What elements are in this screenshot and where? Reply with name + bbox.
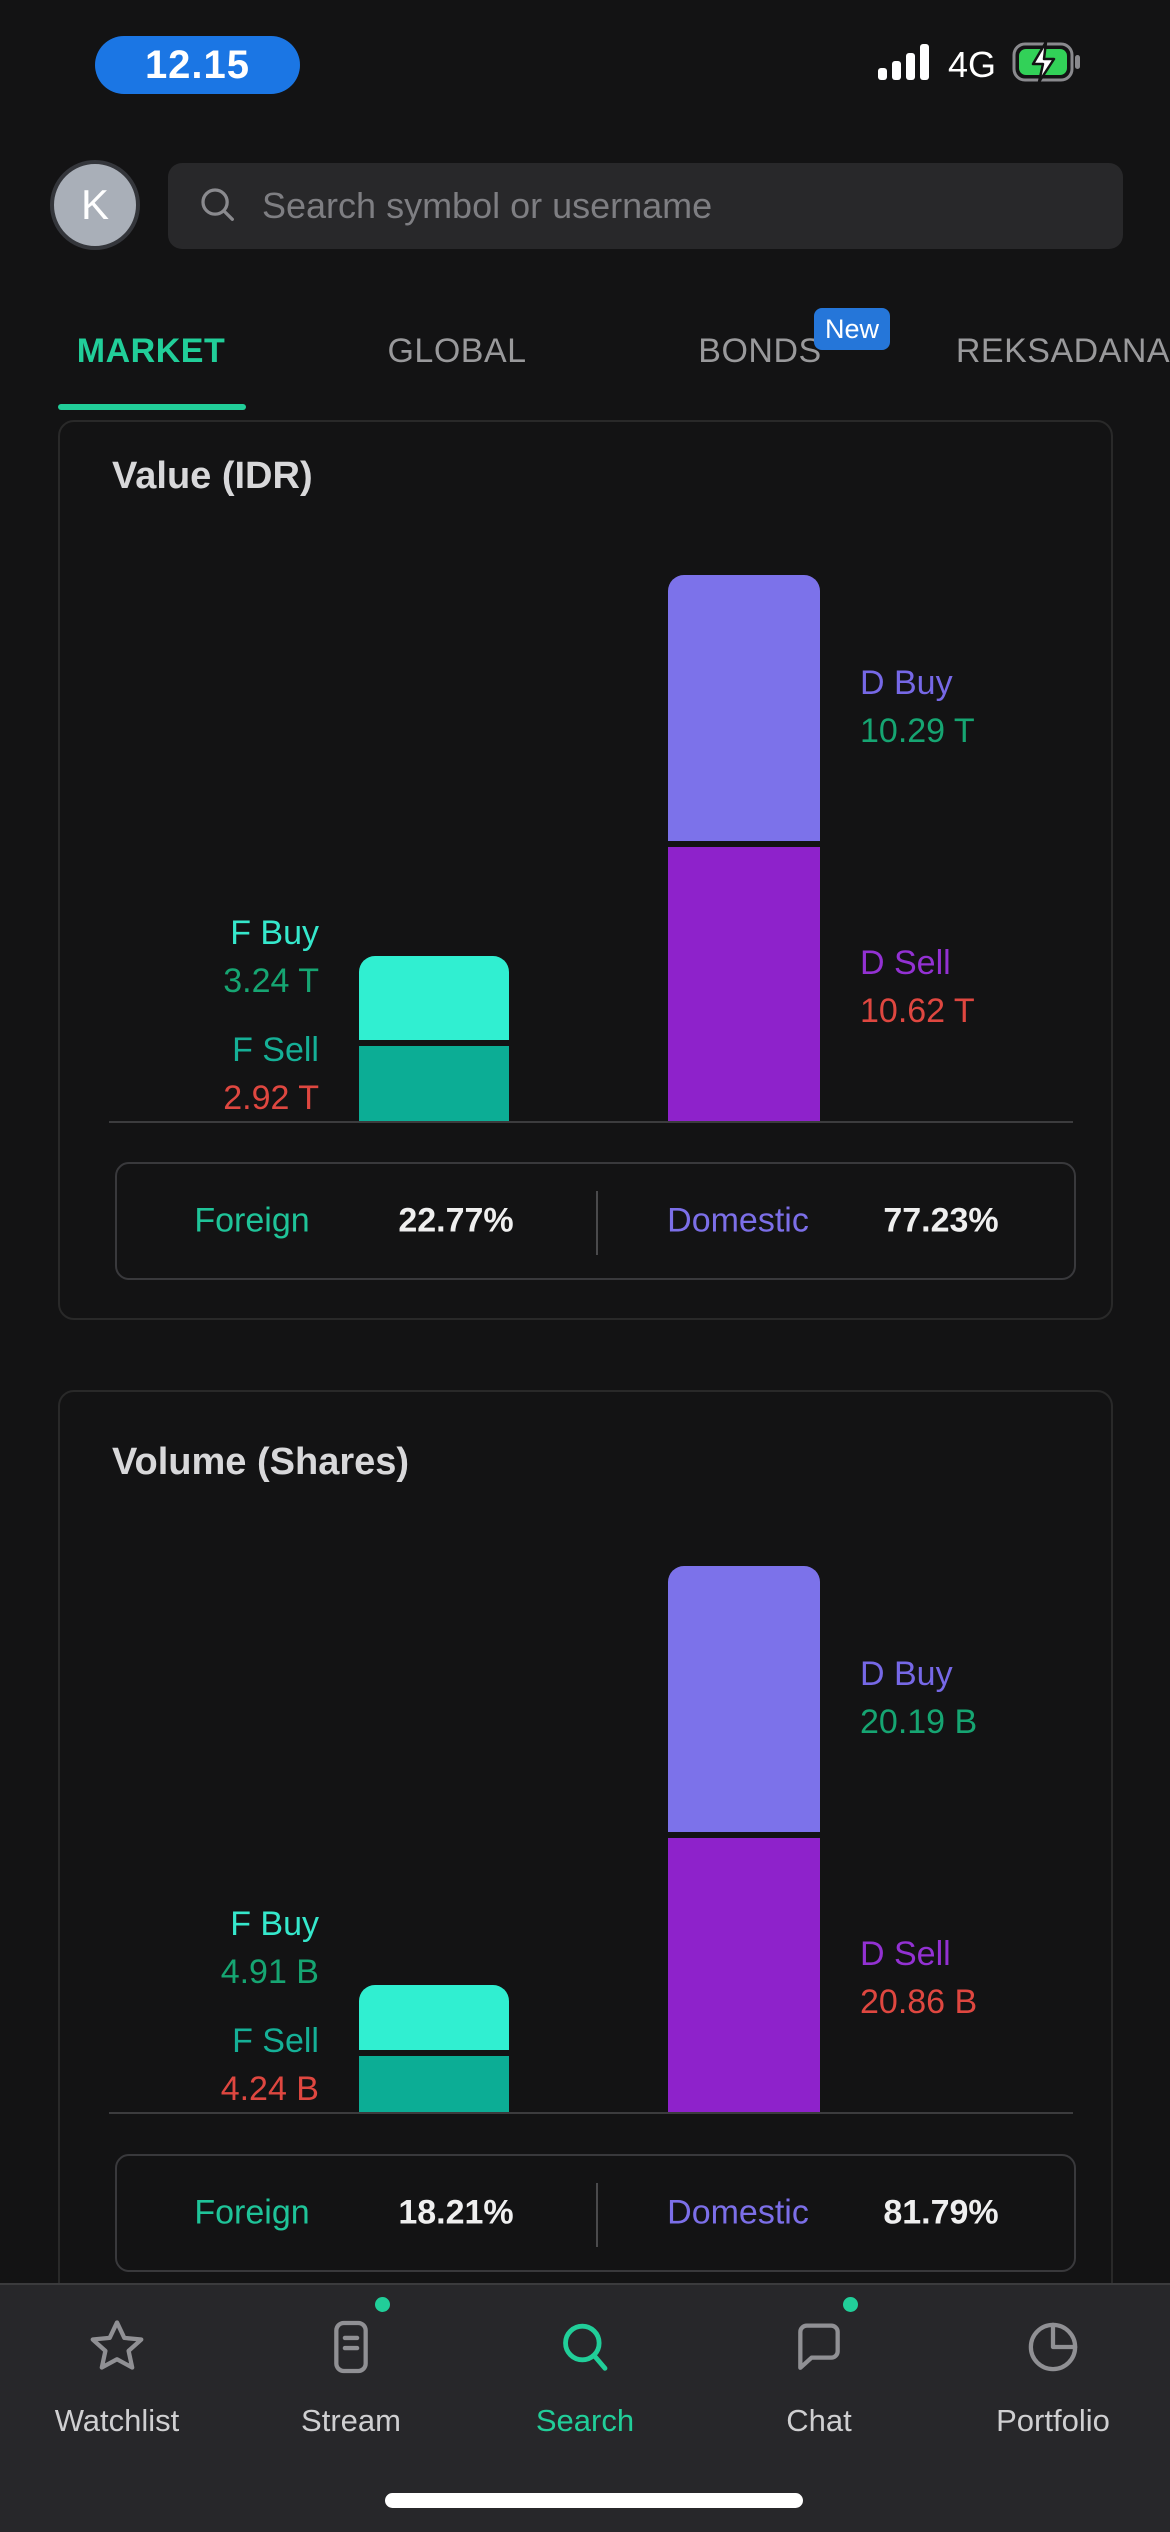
tab-global[interactable]: GLOBAL [387,332,527,370]
tab-bonds[interactable]: BONDS [698,332,822,370]
status-time: 12.15 [144,42,251,87]
f-sell-value: 4.24 B [220,2070,319,2108]
f-sell-label-group: F Sell 4.24 B [60,2017,319,2113]
d-buy-label: D Buy [860,1655,953,1693]
summary-divider [596,2183,598,2247]
d-sell-label: D Sell [860,1935,951,1973]
f-buy-label: F Buy [230,914,319,952]
stream-icon [319,2315,383,2379]
d-sell-value: 20.86 B [860,1983,978,2021]
foreign-label: Foreign [194,1201,310,1240]
chart-baseline [109,2112,1073,2114]
home-indicator[interactable] [385,2493,803,2508]
card-title: Volume (Shares) [112,1441,410,1483]
card-title: Value (IDR) [112,455,313,497]
foreign-label: Foreign [194,2193,310,2232]
nav-item-watchlist[interactable]: Watchlist [27,2285,207,2465]
f-sell-label-group: F Sell 2.92 T [60,1026,319,1122]
summary-divider [596,1191,598,1255]
d-sell-bar [668,847,820,1121]
f-buy-bar [359,1985,509,2050]
f-buy-label-group: F Buy 3.24 T [60,909,319,1005]
status-bar-right: 4G [877,40,1082,89]
tab-market[interactable]: MARKET [76,332,226,370]
f-buy-value: 4.91 B [220,1953,319,1991]
new-badge: New [814,308,890,350]
foreign-percentage: 18.21% [398,2193,514,2232]
foreign-percentage: 22.77% [398,1201,514,1240]
bottom-nav: Watchlist Stream Search [0,2283,1170,2532]
value-chart: F Buy 3.24 T F Sell 2.92 T D Buy 10.29 T… [60,422,1111,1123]
chat-icon [787,2315,851,2379]
f-sell-bar [359,2056,509,2112]
d-sell-label-group: D Sell 10.62 T [860,939,1110,1035]
nav-item-portfolio[interactable]: Portfolio [963,2285,1143,2465]
domestic-percentage: 81.79% [883,2193,999,2232]
domestic-percentage: 77.23% [883,1201,999,1240]
f-sell-label: F Sell [232,1031,319,1069]
nav-label: Watchlist [54,2403,180,2438]
domestic-label: Domestic [667,1201,809,1240]
foreign-domestic-summary: Foreign 22.77% Domestic 77.23% [115,1162,1076,1280]
d-buy-label-group: D Buy 10.29 T [860,659,1110,755]
nav-item-stream[interactable]: Stream [261,2285,441,2465]
d-sell-value: 10.62 T [860,992,975,1030]
star-icon [85,2315,149,2379]
f-buy-label-group: F Buy 4.91 B [60,1900,319,1996]
tab-reksadana[interactable]: REKSADANA [955,332,1170,370]
d-sell-label-group: D Sell 20.86 B [860,1930,1110,2026]
search-input[interactable] [260,184,1097,228]
volume-card: Volume (Shares) F Buy 4.91 B F Sell 4.24… [58,1390,1113,2310]
signal-strength-icon [877,42,932,87]
f-sell-label: F Sell [232,2022,319,2060]
search-bar[interactable] [168,163,1123,249]
nav-label: Chat [786,2403,852,2438]
d-buy-label: D Buy [860,664,953,702]
f-sell-value: 2.92 T [223,1079,319,1117]
nav-label: Stream [301,2403,401,2438]
search-icon [194,181,240,232]
battery-charging-icon [1012,40,1082,89]
d-buy-bar [668,1566,820,1832]
network-type: 4G [947,43,996,85]
d-buy-value: 20.19 B [860,1703,978,1741]
d-buy-value: 10.29 T [860,712,975,750]
chart-baseline [109,1121,1073,1123]
f-buy-bar [359,956,509,1040]
nav-item-search[interactable]: Search [495,2285,675,2465]
avatar[interactable]: K [50,160,140,250]
notification-dot [375,2297,390,2312]
domestic-label: Domestic [667,2193,809,2232]
foreign-domestic-summary: Foreign 18.21% Domestic 81.79% [115,2154,1076,2272]
d-sell-label: D Sell [860,944,951,982]
portfolio-pie-icon [1021,2315,1085,2379]
d-buy-bar [668,575,820,841]
tab-bar: MARKET GLOBAL BONDS REKSADANA New [0,300,1170,420]
value-card: Value (IDR) F Buy 3.24 T F Sell 2.92 T D… [58,420,1113,1320]
volume-chart: F Buy 4.91 B F Sell 4.24 B D Buy 20.19 B… [60,1392,1111,2114]
avatar-letter: K [80,181,109,228]
f-buy-value: 3.24 T [223,962,319,1000]
nav-item-chat[interactable]: Chat [729,2285,909,2465]
active-tab-underline [58,404,246,410]
time-pill: 12.15 [95,36,300,94]
search-nav-icon [553,2315,617,2379]
notification-dot [843,2297,858,2312]
f-buy-label: F Buy [230,1905,319,1943]
f-sell-bar [359,1046,509,1121]
nav-label: Search [535,2403,635,2438]
nav-label: Portfolio [996,2403,1110,2438]
d-sell-bar [668,1838,820,2112]
d-buy-label-group: D Buy 20.19 B [860,1650,1110,1746]
